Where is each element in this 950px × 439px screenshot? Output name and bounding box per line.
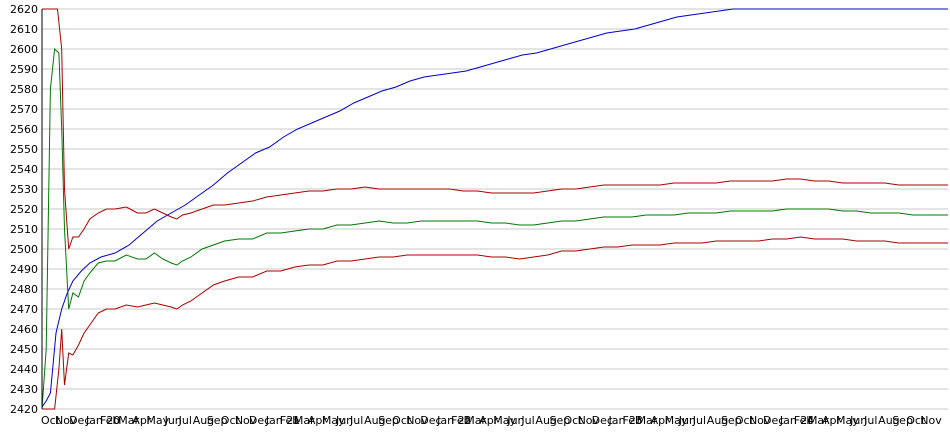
x-tick-label: Jun — [506, 414, 524, 427]
x-tick-label: Jul — [692, 414, 706, 427]
series-line-games — [41, 8, 948, 408]
x-tick-label: Jan 21 — [265, 414, 300, 427]
x-tick-label: Sep — [378, 414, 399, 427]
y-tick-label: 2490 — [10, 263, 38, 276]
x-tick-label: Sep — [207, 414, 228, 427]
x-tick-label: Dec — [420, 414, 441, 427]
x-tick-label: Mar — [294, 414, 315, 427]
y-tick-label: 2570 — [10, 103, 38, 116]
x-tick-label: May — [322, 414, 345, 427]
x-tick-label: Feb — [280, 414, 299, 427]
y-tick-label: 2510 — [10, 223, 38, 236]
y-tick-label: 2600 — [10, 43, 38, 56]
x-tick-label: Jan 22 — [436, 414, 471, 427]
x-tick-label: Nov — [578, 414, 600, 427]
y-tick-label: 2560 — [10, 123, 38, 136]
x-tick-label: Oct — [735, 414, 755, 427]
x-tick-label: Apr — [651, 414, 671, 427]
x-tick-label: Aug — [878, 414, 899, 427]
x-tick-label: Apr — [132, 414, 152, 427]
x-tick-label: May — [665, 414, 688, 427]
y-tick-label: 2470 — [10, 303, 38, 316]
x-tick-label: Jul — [349, 414, 363, 427]
x-tick-label: Jun — [849, 414, 867, 427]
x-tick-label: Mar — [118, 414, 139, 427]
y-tick-label: 2430 — [10, 383, 38, 396]
y-tick-label: 2550 — [10, 143, 38, 156]
x-tick-label: Nov — [406, 414, 428, 427]
x-tick-label: Oct — [564, 414, 584, 427]
x-tick-label: Mar — [637, 414, 658, 427]
x-tick-label: Oct — [221, 414, 241, 427]
y-tick-label: 2610 — [10, 23, 38, 36]
series-line-upper — [42, 8, 948, 250]
x-tick-label: Jun — [335, 414, 353, 427]
x-tick-label: Dec — [592, 414, 613, 427]
y-tick-label: 2440 — [10, 363, 38, 376]
x-tick-label: Mar — [808, 414, 829, 427]
x-tick-label: Jul — [178, 414, 192, 427]
gridlines — [42, 8, 948, 410]
x-tick-label: May — [493, 414, 516, 427]
y-tick-label: 2460 — [10, 323, 38, 336]
x-tick-label: Sep — [721, 414, 742, 427]
x-tick-label: Dec — [249, 414, 270, 427]
series-lines — [41, 8, 948, 410]
x-tick-label: Oct — [41, 414, 61, 427]
x-tick-label: Aug — [707, 414, 728, 427]
x-tick-label: Apr — [822, 414, 842, 427]
x-tick-label: Feb — [623, 414, 642, 427]
series-line-rating — [41, 47, 948, 410]
x-tick-label: Apr — [308, 414, 328, 427]
y-tick-label: 2590 — [10, 63, 38, 76]
y-tick-label: 2580 — [10, 83, 38, 96]
x-tick-label: Mar — [465, 414, 486, 427]
x-tick-label: Nov — [749, 414, 771, 427]
x-tick-label: Dec — [763, 414, 784, 427]
x-tick-label: Apr — [479, 414, 499, 427]
y-tick-label: 2520 — [10, 203, 38, 216]
y-tick-label: 2450 — [10, 343, 38, 356]
x-tick-label: Sep — [892, 414, 913, 427]
x-tick-label: Jun — [164, 414, 182, 427]
x-tick-label: Aug — [535, 414, 556, 427]
x-tick-label: Jan 24 — [779, 414, 814, 427]
x-tick-label: Nov — [920, 414, 942, 427]
y-tick-label: 2480 — [10, 283, 38, 296]
x-tick-label: Feb — [100, 414, 119, 427]
x-tick-label: Dec — [69, 414, 90, 427]
x-tick-label: Sep — [549, 414, 570, 427]
y-tick-label: 2500 — [10, 243, 38, 256]
x-tick-label: May — [146, 414, 169, 427]
x-tick-label: Aug — [193, 414, 214, 427]
y-tick-label: 2420 — [10, 403, 38, 416]
y-tick-label: 2530 — [10, 183, 38, 196]
x-tick-label: Jun — [678, 414, 696, 427]
x-tick-label: Jul — [520, 414, 534, 427]
x-tick-label: Feb — [794, 414, 813, 427]
y-tick-label: 2620 — [10, 3, 38, 16]
x-tick-label: Nov — [55, 414, 77, 427]
x-tick-label: Oct — [906, 414, 926, 427]
y-axis-ticks: 2420 2430 2440 2450 2460 2470 2480 2490 2500 2510… — [10, 3, 38, 416]
x-tick-label: Aug — [364, 414, 385, 427]
x-tick-label: Nov — [235, 414, 257, 427]
y-tick-label: 2540 — [10, 163, 38, 176]
x-tick-label: Oct — [392, 414, 412, 427]
x-tick-label: Feb — [451, 414, 470, 427]
x-tick-label: Jan 20 — [85, 414, 120, 427]
x-tick-label: Jan 23 — [607, 414, 642, 427]
x-tick-label: May — [836, 414, 859, 427]
series-line-lower — [42, 236, 948, 410]
x-tick-label: Jul — [863, 414, 877, 427]
